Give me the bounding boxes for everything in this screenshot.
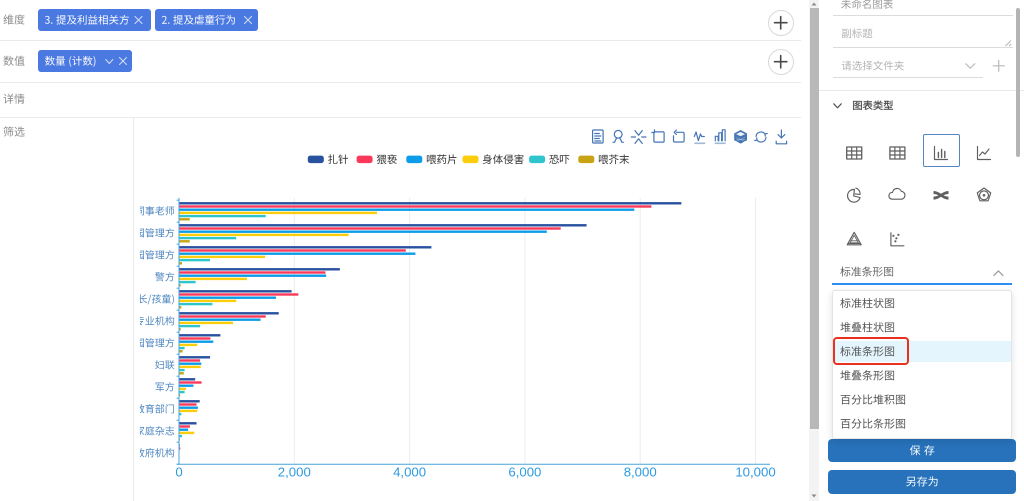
svg-text:4,000: 4,000 — [393, 465, 426, 480]
svg-text:2,000: 2,000 — [278, 465, 311, 480]
svg-text:10,000: 10,000 — [735, 465, 775, 480]
svg-text:8,000: 8,000 — [624, 465, 657, 480]
svg-text:0: 0 — [175, 465, 182, 480]
svg-text:6,000: 6,000 — [508, 465, 541, 480]
